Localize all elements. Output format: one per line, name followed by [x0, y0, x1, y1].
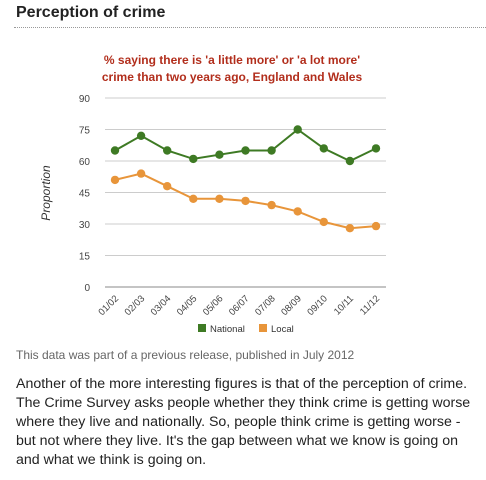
x-tick-label: 01/02 — [97, 293, 122, 318]
data-point-local — [189, 194, 198, 203]
legend-label-local: Local — [271, 324, 294, 335]
series-line-national — [114, 128, 377, 163]
data-point-national — [215, 150, 224, 159]
legend-swatch-local — [259, 324, 267, 332]
data-point-local — [136, 169, 146, 178]
y-tick-label: 15 — [79, 252, 91, 263]
data-point-national — [110, 146, 120, 155]
x-tick-label: 03/04 — [149, 293, 174, 318]
data-point-local — [371, 221, 381, 231]
x-tick-label: 02/03 — [123, 293, 148, 318]
chart-container: % saying there is 'a little more' or 'a … — [14, 28, 486, 343]
data-point-local — [110, 175, 120, 185]
chart-title: % saying there is 'a little more' or 'a … — [102, 53, 363, 84]
y-tick-label: 30 — [79, 220, 91, 231]
data-point-local — [267, 200, 276, 210]
x-axis-ticks: 01/02 02/03 03/04 04/05 05/06 06/07 07/08 08/09… — [97, 293, 383, 318]
chart-legend: National Local — [198, 324, 294, 335]
x-tick-label: 11/12 — [358, 293, 382, 317]
x-tick-label: 06/07 — [227, 293, 252, 318]
data-point-local — [215, 194, 224, 203]
legend-swatch-national — [198, 324, 206, 332]
y-tick-label: 45 — [79, 189, 91, 200]
y-axis-ticks: 0 15 30 45 60 75 90 — [79, 94, 91, 294]
chart-series — [110, 125, 381, 233]
chart-title-line: % saying there is 'a little more' or 'a … — [104, 53, 360, 67]
body-paragraph: Another of the more interesting figures … — [16, 376, 471, 468]
data-point-national — [189, 154, 198, 164]
data-point-national — [163, 146, 172, 155]
data-point-local — [241, 196, 250, 206]
line-chart: % saying there is 'a little more' or 'a … — [39, 53, 386, 335]
y-tick-label: 75 — [79, 126, 91, 137]
y-tick-label: 60 — [79, 157, 91, 168]
x-tick-label: 08/09 — [279, 293, 304, 318]
section-title: Perception of crime — [16, 4, 166, 21]
x-tick-label: 04/05 — [175, 293, 200, 318]
data-point-national — [345, 156, 355, 166]
x-tick-label: 10/11 — [332, 293, 356, 317]
data-point-local — [293, 207, 302, 216]
data-point-national — [319, 144, 328, 153]
chart-gridlines — [105, 97, 386, 288]
y-tick-label: 90 — [79, 94, 91, 105]
data-point-national — [267, 146, 276, 155]
legend-label-national: National — [210, 324, 245, 335]
data-point-national — [241, 146, 250, 155]
title-divider — [14, 27, 486, 28]
release-caption: This data was part of a previous release… — [16, 348, 355, 362]
x-tick-label: 07/08 — [253, 293, 278, 318]
data-point-local — [163, 182, 172, 191]
data-point-local — [319, 217, 328, 227]
x-tick-label: 09/10 — [305, 293, 330, 318]
y-axis-label: Proportion — [39, 165, 53, 221]
y-tick-label: 0 — [84, 283, 90, 294]
data-point-national — [293, 125, 302, 134]
data-point-national — [136, 131, 146, 140]
data-point-national — [371, 144, 381, 153]
chart-title-line: crime than two years ago, England and Wa… — [102, 70, 363, 84]
x-tick-label: 05/06 — [201, 293, 226, 318]
data-point-local — [345, 224, 355, 233]
